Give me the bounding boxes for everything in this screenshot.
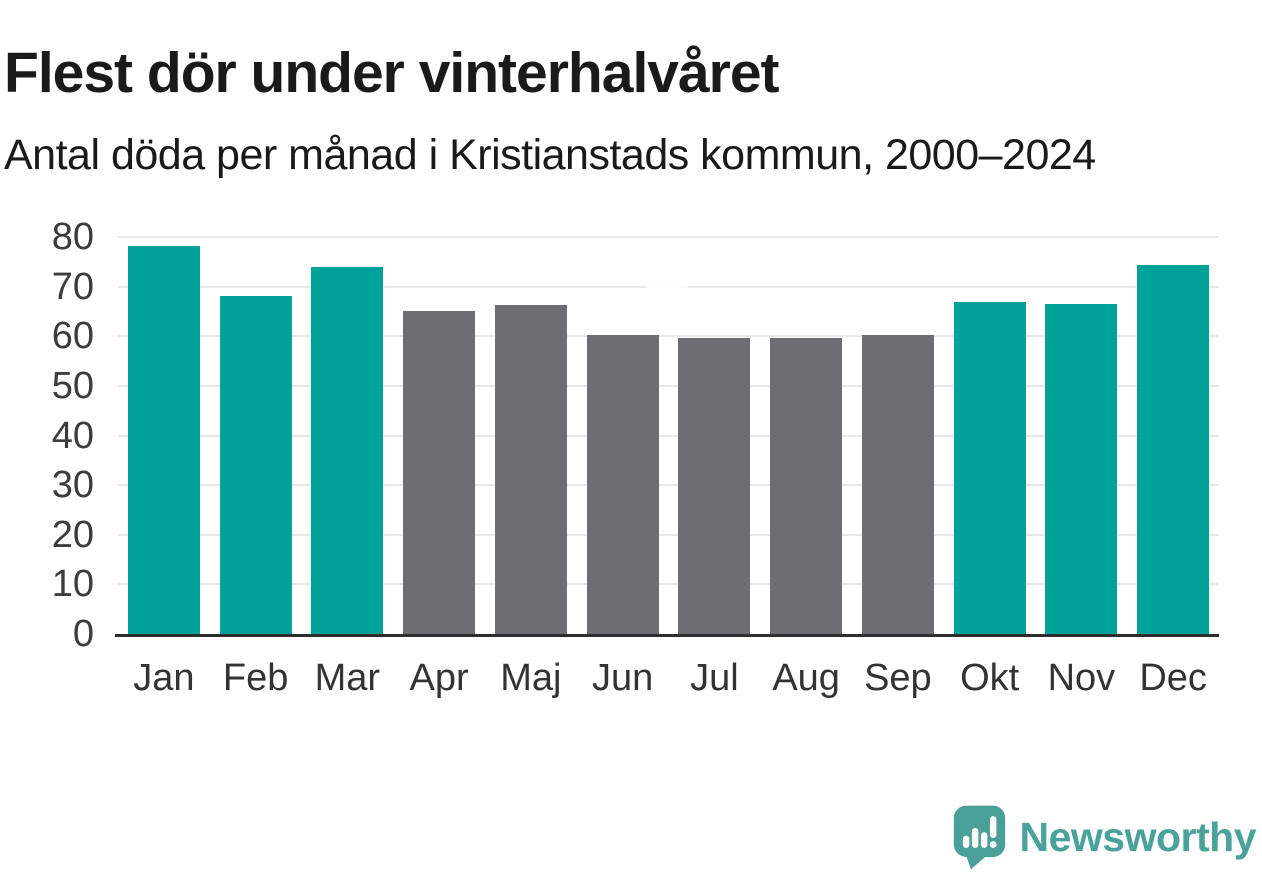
y-gridline xyxy=(118,583,1219,586)
x-axis-label-sep: Sep xyxy=(864,657,932,699)
y-axis-tick-label: 50 xyxy=(51,364,94,407)
y-axis-tick-label: 70 xyxy=(51,265,94,308)
y-axis-tick-label: 0 xyxy=(72,613,94,655)
bar-nov xyxy=(1045,304,1118,634)
y-axis-tick-label: 30 xyxy=(51,464,94,507)
y-axis-tick-label: 80 xyxy=(51,216,94,258)
bar-maj xyxy=(494,305,567,634)
y-gridline xyxy=(118,236,1219,238)
x-axis-line xyxy=(115,634,1219,637)
x-axis-label-nov: Nov xyxy=(1047,657,1116,699)
x-axis-label-jan: Jan xyxy=(133,657,195,699)
x-axis-label-jun: Jun xyxy=(591,657,654,699)
y-axis-tick-label: 40 xyxy=(51,414,94,457)
page-title: Flest dör under vinterhalvåret xyxy=(4,41,780,106)
newsworthy-speech-bubble-barchart-icon xyxy=(953,805,1005,870)
gridline-artifact xyxy=(644,276,690,292)
bar-jun xyxy=(586,334,659,634)
x-axis-label-apr: Apr xyxy=(409,657,469,699)
bar-dec xyxy=(1137,265,1210,634)
x-axis-label-dec: Dec xyxy=(1139,657,1207,699)
bar-apr xyxy=(403,310,476,634)
y-gridline xyxy=(118,335,1219,338)
bar-okt xyxy=(953,302,1026,634)
newsworthy-branding: Newsworthy xyxy=(951,803,1257,871)
y-gridline xyxy=(118,484,1219,487)
newsworthy-wordmark: Newsworthy xyxy=(1019,813,1257,860)
y-axis-tick-label: 10 xyxy=(51,563,94,606)
x-axis-label-maj: Maj xyxy=(500,657,562,699)
x-axis-label-aug: Aug xyxy=(772,657,840,699)
x-axis-label-feb: Feb xyxy=(222,657,289,699)
bar-feb xyxy=(219,296,292,634)
y-axis-tick-label: 20 xyxy=(51,513,94,556)
bar-aug xyxy=(770,338,843,634)
chart-subtitle: Antal döda per månad i Kristianstads kom… xyxy=(4,131,1096,179)
x-axis-label-mar: Mar xyxy=(314,657,381,699)
y-gridline xyxy=(118,533,1219,536)
bar-jan xyxy=(127,245,200,634)
x-axis-label-okt: Okt xyxy=(960,657,1020,699)
y-gridline xyxy=(118,384,1219,387)
bar-mar xyxy=(311,267,384,634)
y-axis-tick-label: 60 xyxy=(51,315,94,358)
bar-sep xyxy=(861,334,934,634)
y-gridline xyxy=(118,434,1219,437)
x-axis-label-jul: Jul xyxy=(690,657,739,699)
bar-jul xyxy=(678,338,751,634)
